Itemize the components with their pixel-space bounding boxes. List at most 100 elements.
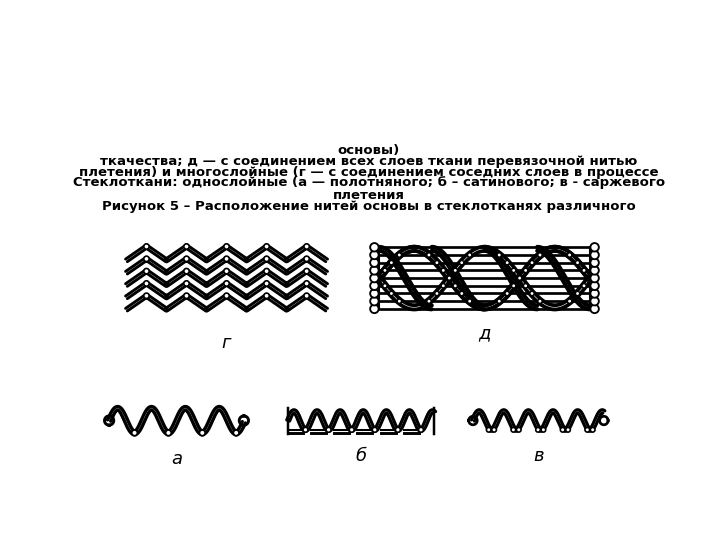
Circle shape xyxy=(511,284,516,288)
Circle shape xyxy=(264,256,269,261)
Text: б: б xyxy=(356,447,367,465)
Circle shape xyxy=(304,293,310,299)
Circle shape xyxy=(518,276,522,280)
Circle shape xyxy=(575,260,580,265)
Circle shape xyxy=(264,268,269,274)
Circle shape xyxy=(530,292,534,295)
Circle shape xyxy=(418,427,423,432)
Text: д: д xyxy=(478,325,491,342)
Circle shape xyxy=(144,256,149,261)
Circle shape xyxy=(590,266,599,275)
Circle shape xyxy=(383,268,387,273)
Circle shape xyxy=(582,268,586,273)
Circle shape xyxy=(144,293,149,299)
Circle shape xyxy=(560,428,565,432)
Circle shape xyxy=(497,253,501,257)
Circle shape xyxy=(224,256,229,261)
Circle shape xyxy=(590,274,599,282)
Circle shape xyxy=(447,276,451,280)
Circle shape xyxy=(383,268,387,273)
Circle shape xyxy=(184,256,189,261)
Circle shape xyxy=(585,428,590,432)
Circle shape xyxy=(459,292,464,295)
Circle shape xyxy=(538,253,542,257)
Circle shape xyxy=(264,244,269,249)
Circle shape xyxy=(370,259,379,267)
Circle shape xyxy=(326,427,331,432)
Circle shape xyxy=(516,428,521,432)
Circle shape xyxy=(224,268,229,274)
Circle shape xyxy=(567,253,572,257)
Circle shape xyxy=(538,299,542,303)
Circle shape xyxy=(397,299,402,303)
Circle shape xyxy=(590,281,599,290)
Circle shape xyxy=(441,268,446,273)
Circle shape xyxy=(303,427,308,432)
Circle shape xyxy=(523,268,528,273)
Circle shape xyxy=(166,430,171,436)
Circle shape xyxy=(497,299,501,303)
Circle shape xyxy=(395,427,400,432)
Circle shape xyxy=(224,281,229,286)
Circle shape xyxy=(492,428,496,432)
Circle shape xyxy=(370,274,379,282)
Circle shape xyxy=(453,268,457,273)
Text: Рисунок 5 – Расположение нитей основы в стеклотканях различного: Рисунок 5 – Расположение нитей основы в … xyxy=(102,200,636,213)
Circle shape xyxy=(590,259,599,267)
Circle shape xyxy=(184,281,189,286)
Circle shape xyxy=(538,253,542,257)
Circle shape xyxy=(511,268,516,273)
Circle shape xyxy=(505,292,509,295)
Circle shape xyxy=(541,428,546,432)
Circle shape xyxy=(304,281,310,286)
Circle shape xyxy=(523,268,528,273)
Circle shape xyxy=(590,251,599,259)
Circle shape xyxy=(518,276,522,280)
Circle shape xyxy=(370,281,379,290)
Circle shape xyxy=(397,253,402,257)
Circle shape xyxy=(567,253,572,257)
Text: а: а xyxy=(171,450,182,468)
Circle shape xyxy=(505,292,509,295)
Circle shape xyxy=(447,276,451,280)
Circle shape xyxy=(567,299,572,303)
Circle shape xyxy=(447,276,451,280)
Circle shape xyxy=(511,284,516,288)
Circle shape xyxy=(590,428,595,432)
Circle shape xyxy=(453,284,457,288)
Circle shape xyxy=(383,284,387,288)
Circle shape xyxy=(497,299,501,303)
Circle shape xyxy=(518,276,522,280)
Circle shape xyxy=(536,428,540,432)
Circle shape xyxy=(511,428,516,432)
Circle shape xyxy=(582,284,586,288)
Circle shape xyxy=(233,430,239,436)
Text: г: г xyxy=(222,334,231,352)
Circle shape xyxy=(304,256,310,261)
Circle shape xyxy=(459,260,464,265)
Circle shape xyxy=(144,268,149,274)
Circle shape xyxy=(370,243,379,252)
Circle shape xyxy=(144,244,149,249)
Circle shape xyxy=(199,430,205,436)
Circle shape xyxy=(566,428,570,432)
Circle shape xyxy=(184,244,189,249)
Circle shape xyxy=(530,260,534,265)
Circle shape xyxy=(530,260,534,265)
Circle shape xyxy=(441,268,446,273)
Circle shape xyxy=(590,297,599,306)
Circle shape xyxy=(397,253,402,257)
Circle shape xyxy=(590,289,599,298)
Text: плетения: плетения xyxy=(333,189,405,202)
Text: основы): основы) xyxy=(338,144,400,157)
Circle shape xyxy=(575,260,580,265)
Circle shape xyxy=(184,268,189,274)
Circle shape xyxy=(590,305,599,313)
Circle shape xyxy=(467,299,472,303)
Circle shape xyxy=(304,268,310,274)
Text: Стеклоткани: однослойные (а — полотняного; б – сатинового; в - саржевого: Стеклоткани: однослойные (а — полотняног… xyxy=(73,177,665,190)
Circle shape xyxy=(427,253,431,257)
Circle shape xyxy=(390,260,394,265)
Circle shape xyxy=(390,292,394,295)
Circle shape xyxy=(523,284,528,288)
